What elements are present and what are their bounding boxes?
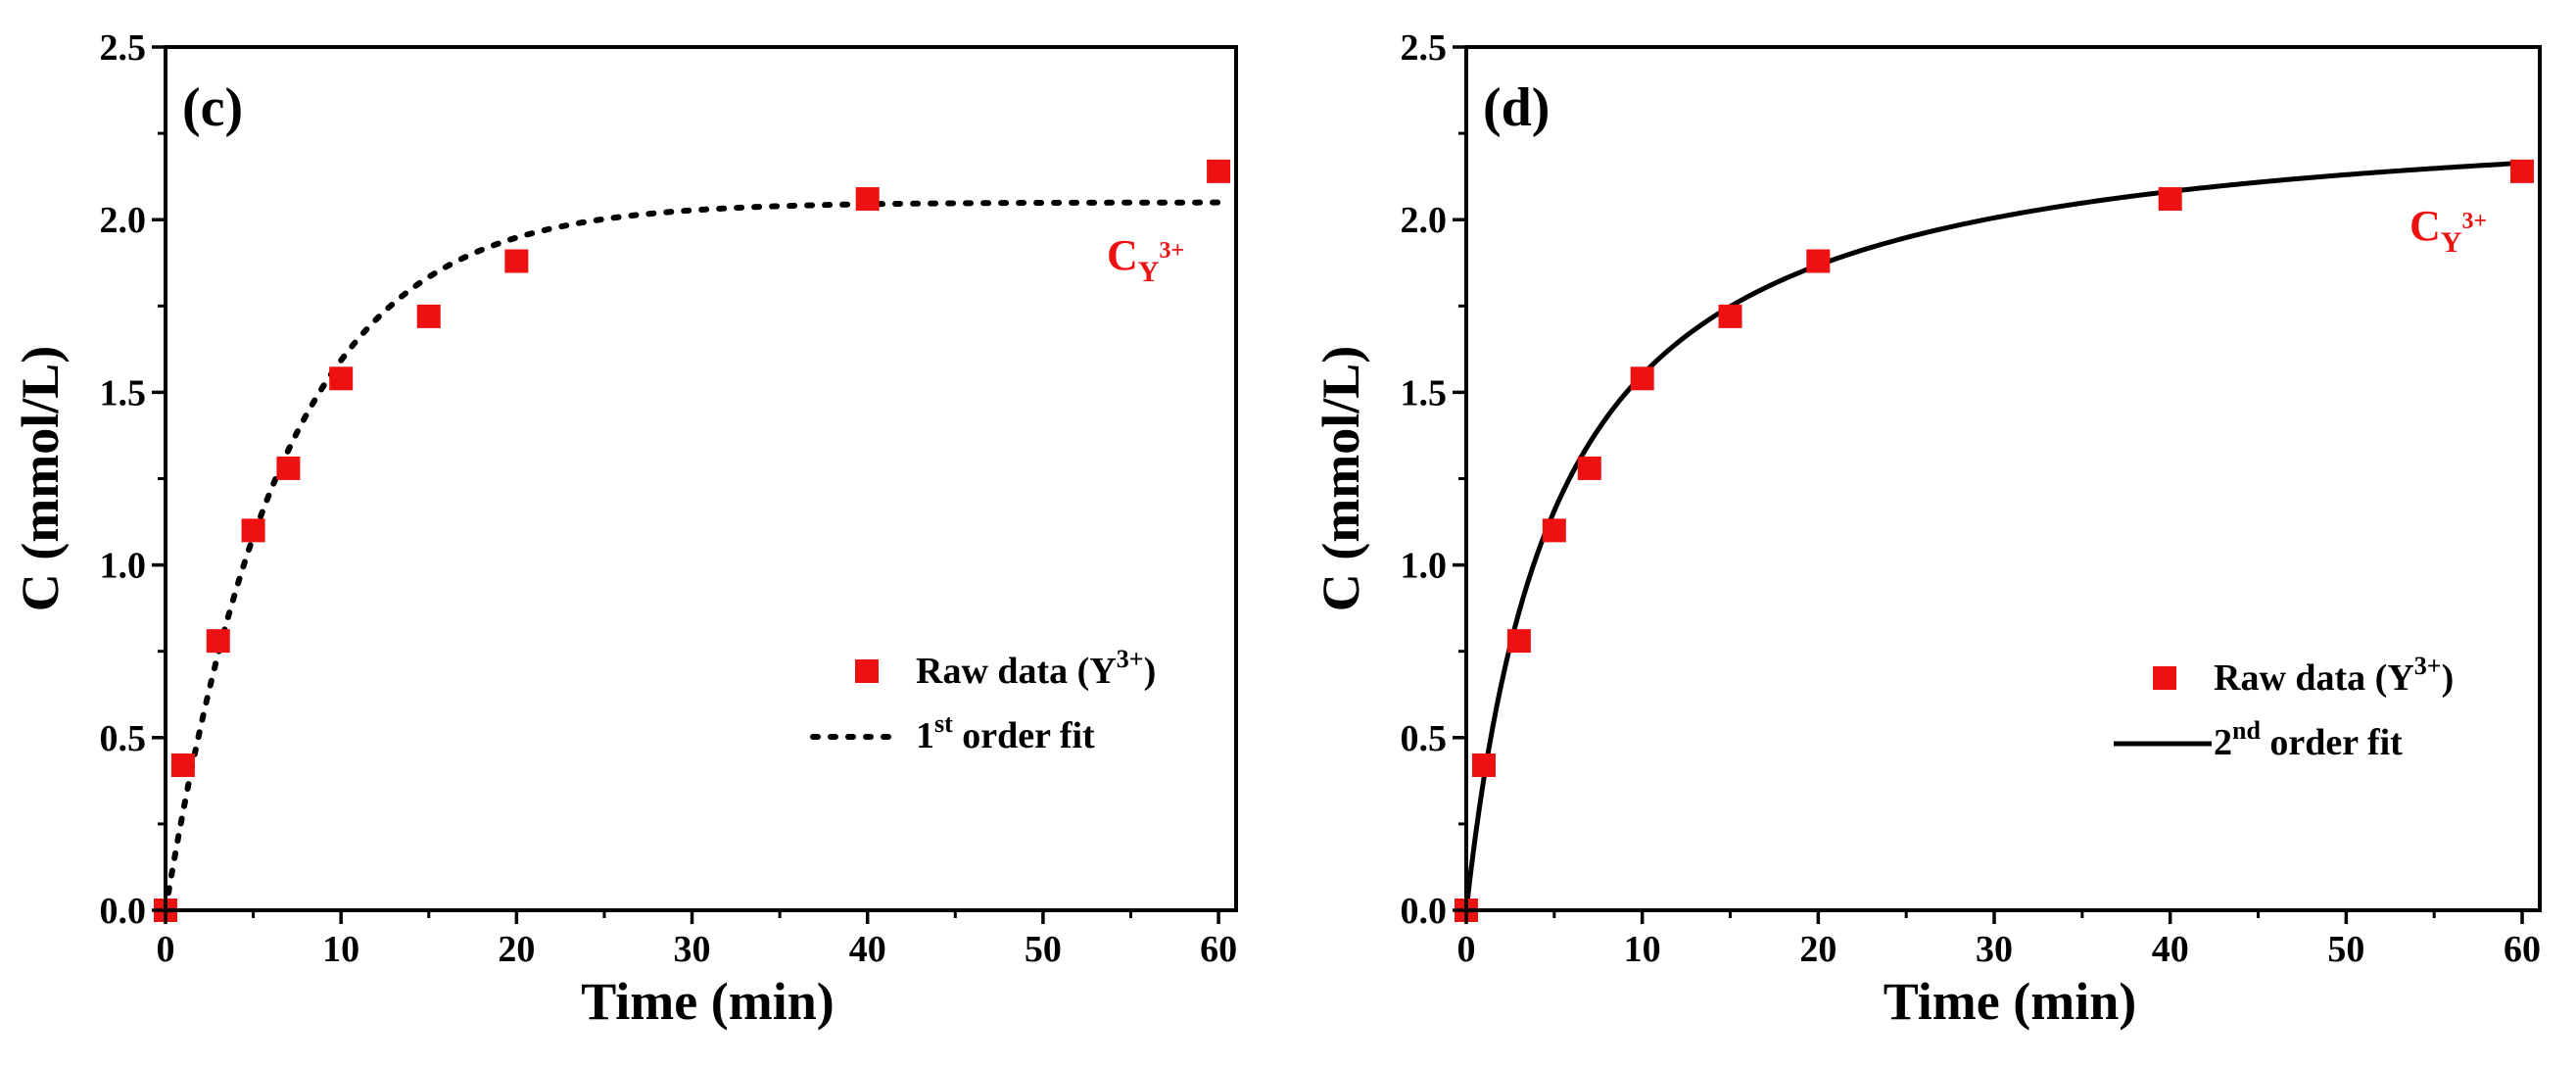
x-tick-label: 20 bbox=[1799, 929, 1837, 970]
data-point bbox=[1471, 753, 1496, 777]
plot-frame bbox=[1464, 45, 2542, 912]
x-tick-label: 10 bbox=[1624, 929, 1661, 970]
x-tick-label: 10 bbox=[322, 929, 359, 970]
y-axis-title: C (mmol/L) bbox=[1312, 346, 1370, 611]
x-tick-label: 40 bbox=[849, 929, 886, 970]
y-tick-label: 0.5 bbox=[100, 718, 147, 759]
legend-marker-raw bbox=[2153, 666, 2176, 690]
x-tick-label: 60 bbox=[1200, 929, 1237, 970]
y-tick-label: 2.5 bbox=[1401, 27, 1448, 69]
y-tick-label: 1.5 bbox=[100, 372, 147, 413]
data-point bbox=[1718, 304, 1742, 328]
data-point bbox=[241, 518, 265, 543]
y-tick-label: 0.0 bbox=[1401, 891, 1448, 932]
fit-line bbox=[163, 199, 1222, 913]
y-tick-label: 2.0 bbox=[1401, 200, 1448, 241]
data-point bbox=[2510, 159, 2535, 183]
panel-label: (c) bbox=[182, 77, 243, 138]
x-tick-label: 60 bbox=[2504, 929, 2541, 970]
x-tick-label: 30 bbox=[674, 929, 711, 970]
chart-panel-d: 0 10 20 30 40 50 60 0.0 0.5 1.0 1.5 2.0 2.5 Time (min… bbox=[1312, 27, 2542, 1031]
data-point bbox=[1577, 456, 1601, 480]
data-point bbox=[1630, 366, 1654, 391]
data-point bbox=[855, 187, 880, 212]
data-point bbox=[1542, 518, 1566, 543]
legend-marker-raw bbox=[855, 659, 879, 683]
x-tick-label: 0 bbox=[157, 929, 175, 970]
y-tick-label: 2.5 bbox=[100, 27, 147, 69]
data-point bbox=[170, 753, 195, 777]
data-point bbox=[504, 249, 529, 273]
data-point bbox=[276, 456, 301, 480]
legend-label-raw: Raw data (Y3+) bbox=[916, 645, 1156, 692]
species-annotation: CY3+ bbox=[2409, 202, 2487, 259]
x-axis-title: Time (min) bbox=[1884, 972, 2136, 1031]
x-tick-label: 30 bbox=[1976, 929, 2013, 970]
y-tick-label: 1.5 bbox=[1401, 372, 1448, 413]
data-point bbox=[1806, 249, 1831, 273]
y-tick-label: 1.0 bbox=[100, 546, 147, 587]
data-point bbox=[206, 629, 230, 654]
x-axis-title: Time (min) bbox=[581, 972, 834, 1031]
legend-label-raw: Raw data (Y3+) bbox=[2214, 652, 2454, 699]
y-tick-label: 2.0 bbox=[100, 200, 147, 241]
legend-label-fit: 1st order fit bbox=[916, 709, 1095, 756]
x-tick-label: 20 bbox=[498, 929, 535, 970]
y-tick-label: 1.0 bbox=[1401, 546, 1448, 587]
chart-panel-c: 0 10 20 30 40 50 60 0.0 0.5 1.0 1.5 2.0 2.5 Time (min… bbox=[11, 27, 1238, 1031]
x-tick-label: 0 bbox=[1457, 929, 1476, 970]
panel-label: (d) bbox=[1483, 77, 1550, 138]
species-annotation: CY3+ bbox=[1107, 231, 1184, 288]
data-point bbox=[416, 304, 441, 328]
x-tick-label: 50 bbox=[2327, 929, 2364, 970]
legend-label-fit: 2nd order fit bbox=[2214, 716, 2403, 763]
y-tick-label: 0.0 bbox=[100, 891, 147, 932]
y-tick-label: 0.5 bbox=[1401, 718, 1448, 759]
legend: Raw data (Y3+) 1st order fit bbox=[810, 645, 1156, 756]
plot-frame bbox=[164, 45, 1238, 912]
x-tick-label: 50 bbox=[1025, 929, 1062, 970]
data-point bbox=[1207, 159, 1231, 183]
legend: Raw data (Y3+) 2nd order fit bbox=[2114, 652, 2454, 763]
x-tick-label: 40 bbox=[2152, 929, 2189, 970]
data-point bbox=[1506, 629, 1531, 654]
y-axis-title: C (mmol/L) bbox=[11, 346, 70, 611]
fit-line bbox=[1463, 160, 2523, 911]
data-point bbox=[329, 366, 354, 391]
data-point bbox=[2158, 187, 2182, 212]
